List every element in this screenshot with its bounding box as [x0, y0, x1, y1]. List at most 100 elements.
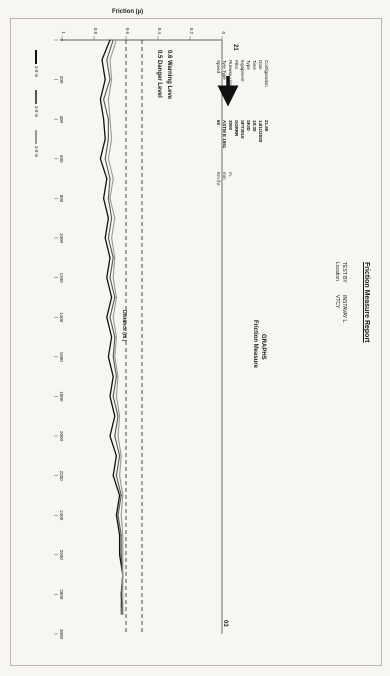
data-point — [112, 316, 114, 318]
data-point — [103, 98, 105, 100]
data-point — [109, 395, 111, 397]
data-point — [109, 178, 111, 180]
x-axis-title: Distance (m.) — [121, 310, 127, 342]
data-point — [122, 554, 124, 556]
data-point — [122, 494, 124, 496]
data-point — [106, 277, 108, 279]
series-line — [99, 39, 124, 615]
x-tick-label: 2400 — [59, 510, 64, 521]
data-point — [120, 534, 122, 536]
data-point — [119, 455, 121, 457]
data-point — [120, 494, 122, 496]
data-point — [109, 277, 111, 279]
danger-level-label: 0.5 Danger Level — [156, 50, 162, 98]
data-point — [119, 534, 121, 536]
x-tick-label: 600 — [59, 155, 64, 163]
data-point — [117, 435, 119, 437]
data-point — [115, 475, 117, 477]
y-tick-label: 0.8 — [93, 28, 98, 35]
data-point — [112, 178, 114, 180]
data-point — [114, 296, 116, 298]
x-tick-label: 2000 — [59, 431, 64, 442]
data-point — [104, 138, 106, 140]
data-point — [103, 118, 105, 120]
data-point — [107, 118, 109, 120]
y-tick-label: 0.4 — [157, 28, 162, 35]
data-point — [109, 257, 111, 259]
data-point — [120, 455, 122, 457]
y-tick-label: 1 — [61, 31, 66, 34]
legend-label: 3.0 m — [34, 106, 39, 118]
warning-level-label: 0.6 Warning Leve — [166, 50, 172, 100]
data-point — [106, 178, 108, 180]
data-point — [99, 98, 101, 100]
data-point — [115, 336, 117, 338]
data-point — [107, 98, 109, 100]
x-tick-label: 2800 — [59, 589, 64, 600]
data-point — [111, 237, 113, 239]
y-tick-label: 0.2 — [189, 28, 194, 35]
data-point — [109, 316, 111, 318]
data-point — [115, 455, 117, 457]
data-point — [111, 138, 113, 140]
data-point — [114, 336, 116, 338]
data-point — [114, 415, 116, 417]
legend-label: 3.0 m — [34, 146, 39, 158]
runway-start-label: 21 — [232, 44, 238, 51]
data-point — [114, 356, 116, 358]
data-point — [107, 356, 109, 358]
data-point — [106, 316, 108, 318]
x-tick-label: 200 — [59, 76, 64, 84]
data-point — [111, 217, 113, 219]
data-point — [111, 79, 113, 81]
data-point — [122, 613, 124, 615]
data-point — [112, 39, 114, 41]
page-border — [10, 18, 382, 666]
data-point — [120, 593, 122, 596]
x-tick-label: 1000 — [59, 233, 64, 244]
data-point — [114, 257, 116, 259]
legend-label: 3.0 m — [34, 66, 39, 78]
data-point — [104, 79, 106, 81]
x-tick-label: 2200 — [59, 471, 64, 482]
data-point — [107, 217, 109, 219]
legend-swatches — [35, 50, 37, 144]
data-point — [109, 435, 111, 437]
data-point — [112, 376, 114, 378]
data-point — [112, 277, 114, 279]
x-tick-label: 0 — [59, 39, 64, 42]
data-point — [111, 336, 113, 338]
data-point — [109, 39, 111, 41]
data-point — [99, 158, 101, 160]
data-point — [122, 574, 124, 576]
data-point — [109, 118, 111, 120]
data-point — [120, 613, 122, 615]
data-point — [106, 59, 108, 61]
data-point — [103, 197, 105, 199]
data-point — [115, 296, 117, 298]
x-tick-label: 400 — [59, 115, 64, 123]
data-point — [117, 376, 119, 378]
data-point — [119, 494, 121, 496]
data-point — [111, 296, 113, 298]
data-point — [115, 395, 117, 397]
data-point — [117, 415, 119, 417]
data-point — [115, 376, 117, 378]
data-point — [109, 79, 111, 81]
data-point — [122, 593, 124, 596]
data-point — [120, 554, 122, 556]
data-point — [107, 237, 109, 239]
data-point — [109, 197, 111, 199]
runway-end-label: 03 — [222, 620, 228, 627]
x-tick-label: 2600 — [59, 550, 64, 561]
data-point — [119, 415, 121, 417]
y-axis-title: Friction (µ) — [112, 9, 144, 15]
data-point — [120, 514, 122, 516]
data-point — [112, 395, 114, 397]
data-point — [115, 39, 117, 41]
data-point — [107, 158, 109, 160]
data-point — [115, 514, 117, 516]
x-tick-label: 1400 — [59, 312, 64, 323]
data-point — [101, 59, 103, 61]
